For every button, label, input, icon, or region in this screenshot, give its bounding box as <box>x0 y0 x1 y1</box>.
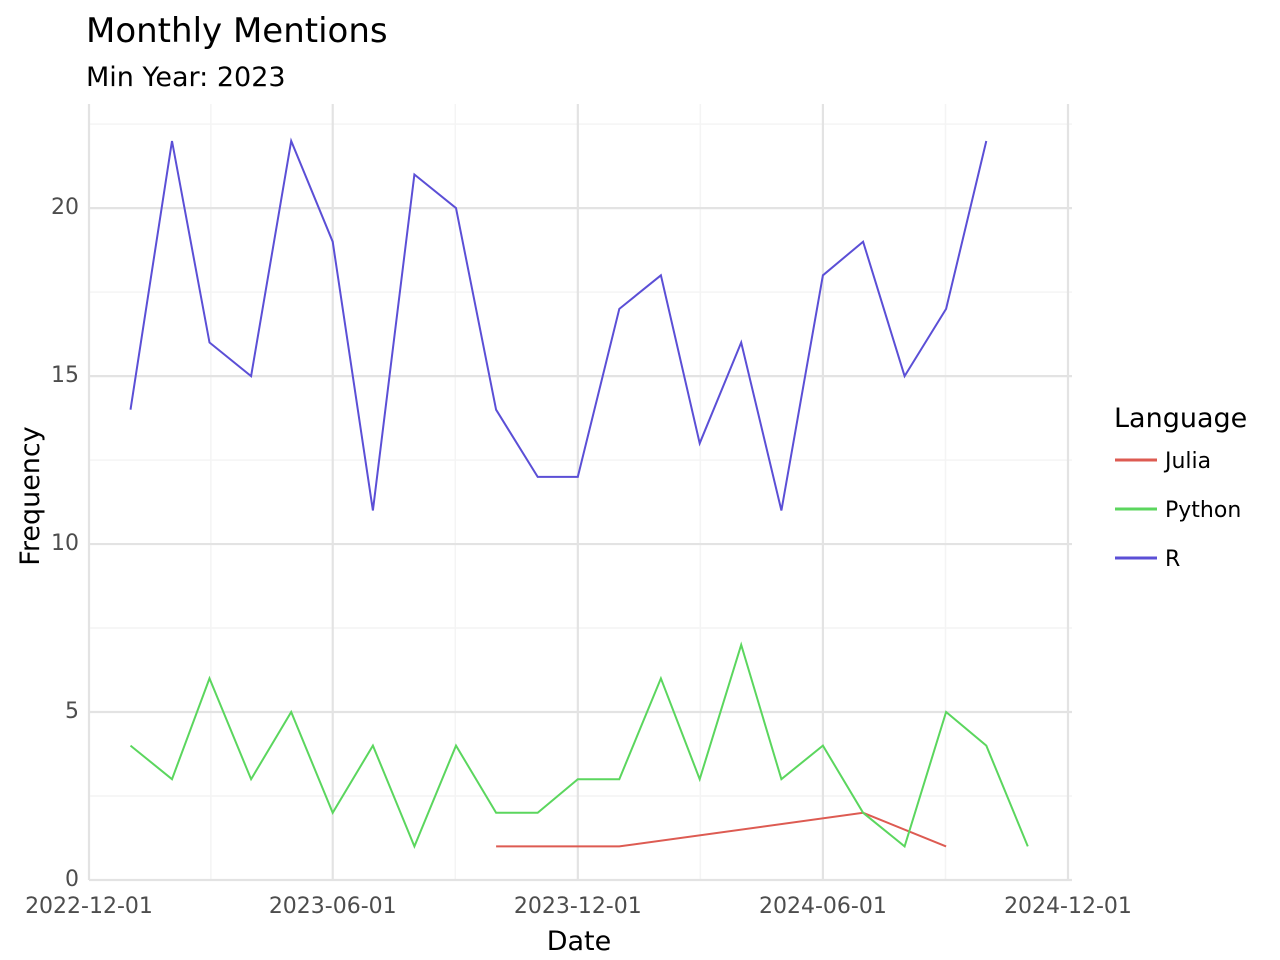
y-tick-label: 15 <box>51 363 79 388</box>
legend-title: Language <box>1114 403 1247 434</box>
x-tick-label: 2024-12-01 <box>1004 894 1132 919</box>
y-tick-label: 0 <box>65 867 79 892</box>
chart-subtitle: Min Year: 2023 <box>86 62 286 93</box>
x-tick-label: 2024-06-01 <box>759 894 887 919</box>
x-axis: 2022-12-01 2023-06-01 2023-12-01 2024-06-01… <box>25 894 1132 919</box>
x-axis-label: Date <box>547 926 612 957</box>
series-lines <box>129 137 1029 850</box>
legend-entry: R <box>1165 547 1180 572</box>
legend: Language Julia Python R <box>1114 403 1247 572</box>
y-tick-label: 10 <box>51 531 79 556</box>
grid <box>87 104 1072 882</box>
legend-entry: Julia <box>1163 449 1211 474</box>
x-tick-label: 2022-12-01 <box>25 894 153 919</box>
legend-entry: Python <box>1165 498 1241 523</box>
y-axis: 0 5 10 15 20 <box>51 195 79 892</box>
y-tick-label: 20 <box>51 195 79 220</box>
y-axis-label: Frequency <box>15 426 46 566</box>
x-tick-label: 2023-12-01 <box>514 894 642 919</box>
x-tick-label: 2023-06-01 <box>269 894 397 919</box>
series-line-python <box>129 641 1029 850</box>
chart-title: Monthly Mentions <box>86 11 388 51</box>
series-line-julia <box>496 811 947 848</box>
y-tick-label: 5 <box>65 699 79 724</box>
series-line-r <box>129 137 988 511</box>
